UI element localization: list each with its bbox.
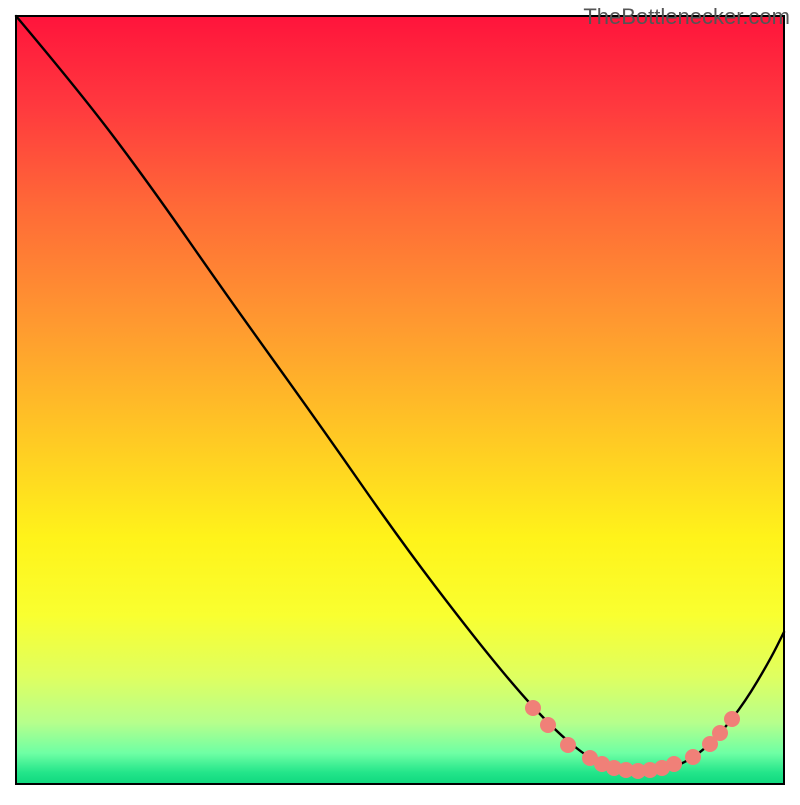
chart-svg <box>0 0 800 800</box>
bottleneck-chart <box>0 0 800 800</box>
marker-dot <box>685 749 701 765</box>
chart-background <box>16 16 784 784</box>
marker-dot <box>525 700 541 716</box>
marker-dot <box>712 725 728 741</box>
marker-dot <box>666 756 682 772</box>
marker-dot <box>724 711 740 727</box>
watermark-text: TheBottlenecker.com <box>583 4 790 30</box>
marker-dot <box>560 737 576 753</box>
marker-dot <box>540 717 556 733</box>
